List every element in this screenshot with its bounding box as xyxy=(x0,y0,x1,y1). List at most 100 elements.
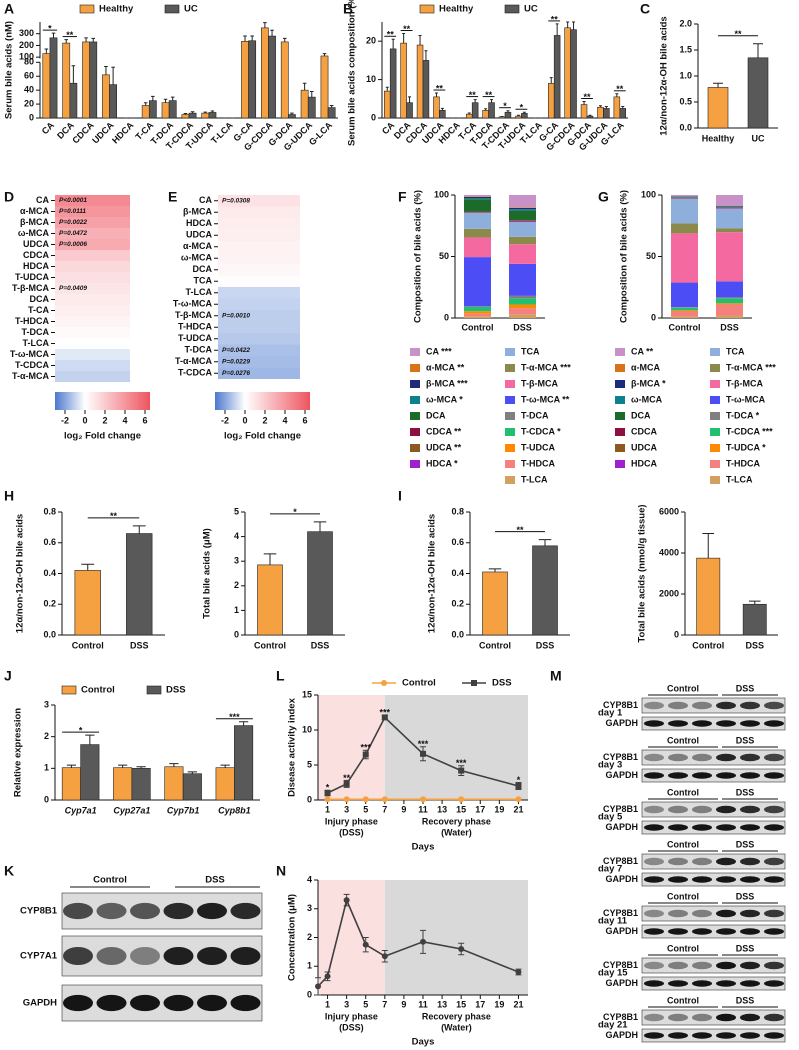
blot-group-label: DSS xyxy=(736,735,755,745)
blot-group-label: Control xyxy=(667,735,699,745)
blot-band xyxy=(163,947,194,965)
panel-label: L xyxy=(276,668,285,684)
legend-swatch xyxy=(710,460,720,468)
marker xyxy=(315,983,321,990)
y-axis-label: Serum bile acids (nM) xyxy=(4,21,15,119)
blot-band xyxy=(740,909,760,918)
bar-segment xyxy=(671,198,698,224)
error-bar xyxy=(151,95,155,101)
x-tick-label: 11 xyxy=(418,999,428,1009)
phase-label: Recovery phase xyxy=(422,816,491,826)
marker xyxy=(458,946,465,952)
blot-band xyxy=(716,824,736,831)
legend-label: T-CDCA *** xyxy=(726,426,773,436)
legend-label: Healthy xyxy=(99,4,134,15)
legend-swatch xyxy=(710,364,720,372)
y-tick-label: 6000 xyxy=(659,506,679,516)
error-bar xyxy=(309,91,314,98)
panel-label: A xyxy=(4,1,14,17)
y-tick-label: 100 xyxy=(19,52,34,62)
blot-band xyxy=(644,805,664,814)
blot-band xyxy=(692,824,712,831)
y-tick-label: 0 xyxy=(444,312,449,322)
bar-segment xyxy=(464,195,491,197)
bar-segment xyxy=(509,207,536,210)
blot xyxy=(641,853,786,870)
blot-band xyxy=(644,876,664,883)
blot-band xyxy=(764,720,784,727)
row-label: T-α-MCA xyxy=(175,356,213,366)
y-tick-label: 0.5 xyxy=(679,96,692,106)
blot-band xyxy=(63,994,93,1012)
bar-segment xyxy=(509,207,536,208)
bar-segment xyxy=(716,281,743,298)
bar-segment xyxy=(464,198,491,200)
blot-band xyxy=(668,980,688,987)
bar-segment xyxy=(464,306,491,307)
blot-row-label: CYP8B1 xyxy=(603,960,638,970)
error-bar xyxy=(490,99,494,103)
bar xyxy=(488,102,495,119)
bar xyxy=(553,35,561,119)
bar xyxy=(61,767,81,801)
blot-row-label: CYP8B1 xyxy=(603,856,638,866)
blot-group-label: Control xyxy=(667,943,699,953)
day-label: day 3 xyxy=(598,760,622,771)
blot xyxy=(641,820,786,835)
error-bar xyxy=(111,66,115,85)
blot-band xyxy=(163,994,194,1012)
bar xyxy=(131,768,151,801)
bar-segment xyxy=(509,220,536,221)
y-tick-label: 0.8 xyxy=(43,506,56,516)
y-axis-label: Total bile acids (μM) xyxy=(202,528,213,619)
heatmap-cell xyxy=(218,275,300,287)
legend-swatch xyxy=(410,412,420,420)
legend-swatch xyxy=(410,444,420,452)
y-axis-label: Concentration (μM) xyxy=(287,894,298,981)
blot-band xyxy=(644,701,664,710)
bar xyxy=(498,116,506,119)
blot-band xyxy=(163,902,194,920)
y-tick-label: 4 xyxy=(234,531,239,541)
y-tick-label: 4 xyxy=(307,874,312,884)
row-label: T-CDCA xyxy=(178,368,212,378)
error-bar xyxy=(51,32,56,38)
legend-swatch xyxy=(164,4,180,14)
blot-group-label: DSS xyxy=(205,875,225,886)
blot-band xyxy=(668,824,688,831)
blot-row-label: CYP8B1 xyxy=(20,906,58,917)
blot-band xyxy=(668,753,688,762)
y-tick-label: 0.4 xyxy=(43,568,56,578)
blot-row-label: CYP8B1 xyxy=(603,752,638,762)
bar-segment xyxy=(716,206,743,208)
blot-band xyxy=(692,961,712,970)
y-tick-label: 0 xyxy=(674,629,679,639)
blot-band xyxy=(716,805,736,814)
blot-band xyxy=(740,824,760,831)
error-bar xyxy=(467,112,471,115)
bar xyxy=(383,90,391,119)
bar-segment xyxy=(671,316,698,318)
marker xyxy=(381,714,388,721)
bar xyxy=(241,41,249,119)
legend-swatch xyxy=(505,428,515,436)
blot-band xyxy=(644,772,664,779)
error-bar xyxy=(104,65,108,75)
blot-band xyxy=(716,772,736,779)
blot-band xyxy=(668,909,688,918)
error-bar xyxy=(473,99,477,103)
bar xyxy=(80,744,100,801)
phase-label: (DSS) xyxy=(339,827,364,837)
blot-group-label: DSS xyxy=(736,995,755,1005)
y-tick-label: 1 xyxy=(307,961,312,971)
colorbar-label: log₂ Fold change xyxy=(224,431,301,442)
bar xyxy=(182,773,202,801)
p-value: P=0.0422 xyxy=(222,347,250,354)
error-bar xyxy=(322,53,327,56)
bar-segment xyxy=(716,208,743,229)
y-tick-label: 60 xyxy=(24,71,34,81)
significance: * xyxy=(48,24,52,34)
heatmap-cell xyxy=(55,195,130,206)
bar xyxy=(49,37,58,119)
